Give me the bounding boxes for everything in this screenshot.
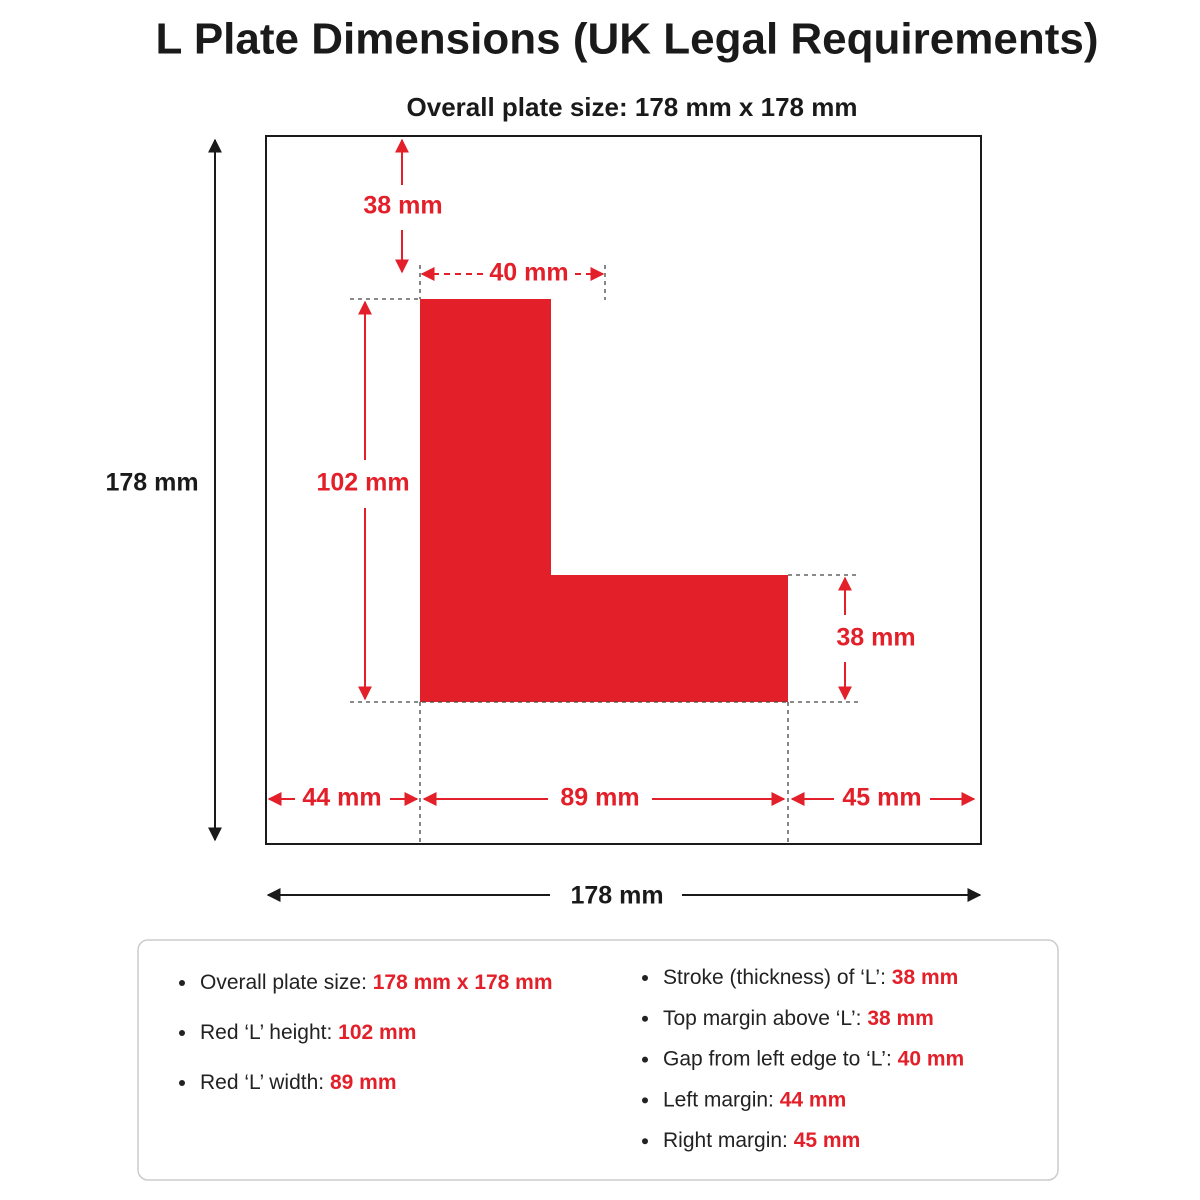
note-value: 178 mm x 178 mm [373,971,553,994]
subtitle: Overall plate size: 178 mm x 178 mm [407,92,858,122]
bullet [642,975,648,981]
notes: Overall plate size: 178 mm x 178 mm Red ‘… [179,966,964,1152]
note: Red ‘L’ height: 102 mm [200,1021,416,1044]
note: Left margin: 44 mm [663,1088,846,1111]
dim-label: 44 mm [302,784,381,812]
note: Gap from left edge to ‘L’: 40 mm [663,1047,964,1070]
notes-box [137,939,1059,1181]
plate [265,135,982,845]
note-label: Overall plate size: [200,971,367,994]
bullet [642,1015,648,1022]
bullet [179,1030,185,1036]
dim-label: 178 mm [570,882,663,910]
note: Top margin above ‘L’: 38 mm [663,1006,934,1029]
dim-label: 38 mm [836,624,915,652]
note-value: 102 mm [338,1021,416,1044]
dim-label: 45 mm [842,784,921,812]
note-label: Top margin above ‘L’: [663,1006,861,1029]
bullet [179,1080,185,1086]
note: Stroke (thickness) of ‘L’: 38 mm [663,966,958,989]
note-label: Stroke (thickness) of ‘L’: [663,966,886,989]
bullet [642,1138,648,1145]
dim-label: 102 mm [316,469,409,497]
note-value: 40 mm [898,1047,965,1070]
bullet [642,1097,648,1104]
note-value: 89 mm [330,1071,397,1094]
dim-label: 40 mm [489,259,568,287]
note: Overall plate size: 178 mm x 178 mm [200,971,553,994]
arrows [208,138,982,902]
note-label: Left margin: [663,1088,774,1111]
guides [350,265,860,844]
note-value: 38 mm [867,1006,934,1029]
l-shape [420,299,788,702]
note: Red ‘L’ width: 89 mm [200,1071,397,1094]
dim-label: 89 mm [560,784,639,812]
dim-label: 38 mm [363,192,442,220]
bullet [179,980,185,986]
title: L Plate Dimensions (UK Legal Requirement… [156,15,1099,64]
note-value: 38 mm [892,966,959,989]
note-label: Red ‘L’ height: [200,1021,332,1044]
note-label: Gap from left edge to ‘L’: [663,1047,892,1070]
note-value: 45 mm [794,1129,861,1152]
bullet [642,1056,648,1063]
note-label: Red ‘L’ width: [200,1071,324,1094]
note-value: 44 mm [780,1088,847,1111]
note-label: Right margin: [663,1129,788,1152]
dim-label: 178 mm [105,469,198,497]
note: Right margin: 45 mm [663,1129,860,1152]
